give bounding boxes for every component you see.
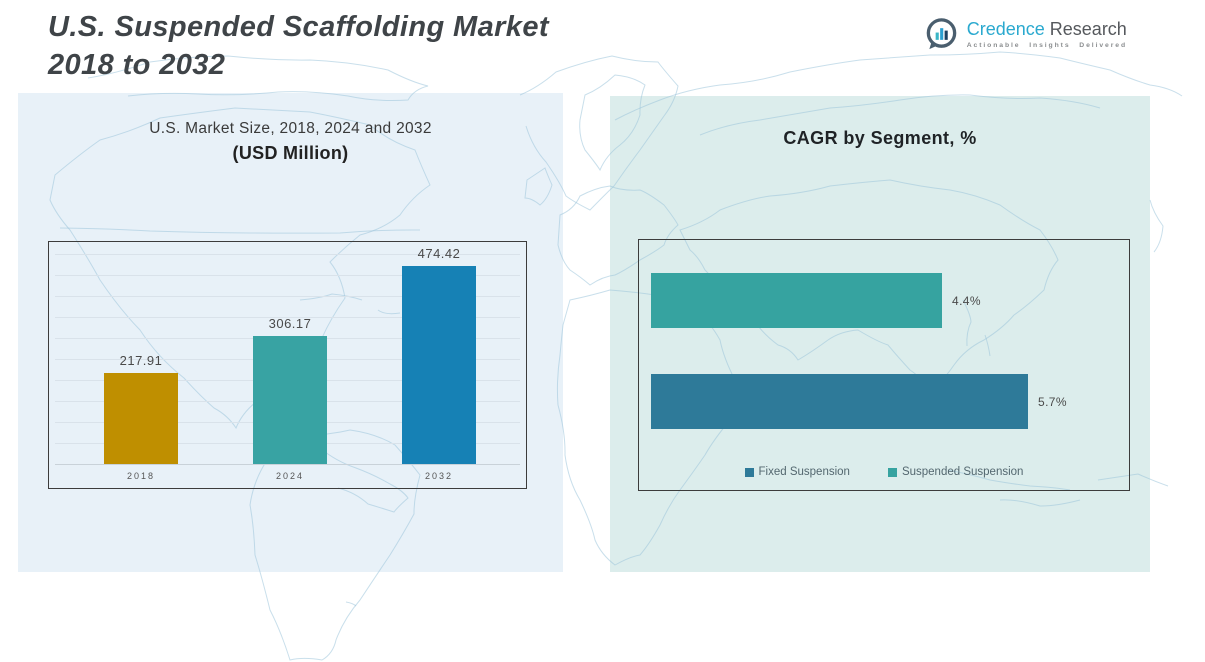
legend-item: Fixed Suspension (744, 466, 850, 478)
legend-swatch-icon (744, 467, 754, 477)
bar-group-2018: 217.91 (91, 353, 191, 464)
x-axis-label-2024: 2024 (275, 471, 305, 481)
coastline-path (1149, 199, 1164, 253)
x-axis-label-2018: 2018 (126, 471, 156, 481)
cagr-chart-title: CAGR by Segment, % (783, 128, 977, 148)
hbar-row-fixed-suspension: 5.7% (651, 374, 1098, 429)
legend: Fixed Suspension Suspended Suspension (639, 466, 1129, 478)
bar-fixed-suspension (651, 374, 1028, 429)
market-size-chart-title-text: U.S. Market Size, 2018, 2024 and 2032 (149, 120, 432, 137)
bar-2032 (402, 266, 476, 464)
legend-swatch-icon (887, 467, 897, 477)
bar-group-2032: 474.42 (389, 246, 489, 464)
bar-value-label: 306.17 (268, 316, 312, 331)
cagr-chart-plot: 4.4% 5.7% Fixed Suspension Suspended Suspen… (638, 239, 1130, 491)
x-axis-line (55, 464, 520, 465)
page-title-line1: U.S. Suspended Scaffolding Market (48, 11, 549, 43)
logo-brand-primary: Credence (966, 19, 1045, 39)
legend-label: Fixed Suspension (758, 466, 850, 478)
bar-group-2024: 306.17 (240, 316, 340, 464)
bar-2018 (104, 373, 178, 464)
legend-item: Suspended Suspension (887, 466, 1024, 478)
bar-value-label: 4.4% (952, 293, 981, 308)
bar-2024 (253, 336, 327, 464)
bar-value-label: 5.7% (1038, 394, 1067, 409)
credence-research-logo: Credence Research Actionable Insights De… (923, 16, 1127, 53)
page-title: U.S. Suspended Scaffolding Market 2018 t… (48, 8, 549, 85)
logo-tagline: Actionable Insights Delivered (966, 42, 1127, 49)
bar-value-label: 474.42 (417, 246, 461, 261)
legend-label: Suspended Suspension (901, 466, 1024, 478)
logo-brand-secondary: Research (1049, 19, 1127, 39)
x-axis-label-2032: 2032 (424, 471, 454, 481)
hbar-row-suspended-suspension: 4.4% (651, 273, 1012, 328)
bar-suspended-suspension (651, 273, 942, 328)
market-size-chart-subtitle: (USD Million) (232, 143, 349, 163)
bar-value-label: 217.91 (119, 353, 163, 368)
bar-chart-speech-bubble-icon (926, 18, 957, 50)
page-title-line2: 2018 to 2032 (48, 49, 226, 82)
market-size-chart-title: U.S. Market Size, 2018, 2024 and 2032 (U… (18, 120, 563, 164)
market-size-chart-plot: 217.91 2018 306.17 2024 474.42 2032 (48, 241, 527, 489)
coastline-path (345, 601, 357, 607)
logo-wordmark: Credence Research (967, 19, 1127, 39)
